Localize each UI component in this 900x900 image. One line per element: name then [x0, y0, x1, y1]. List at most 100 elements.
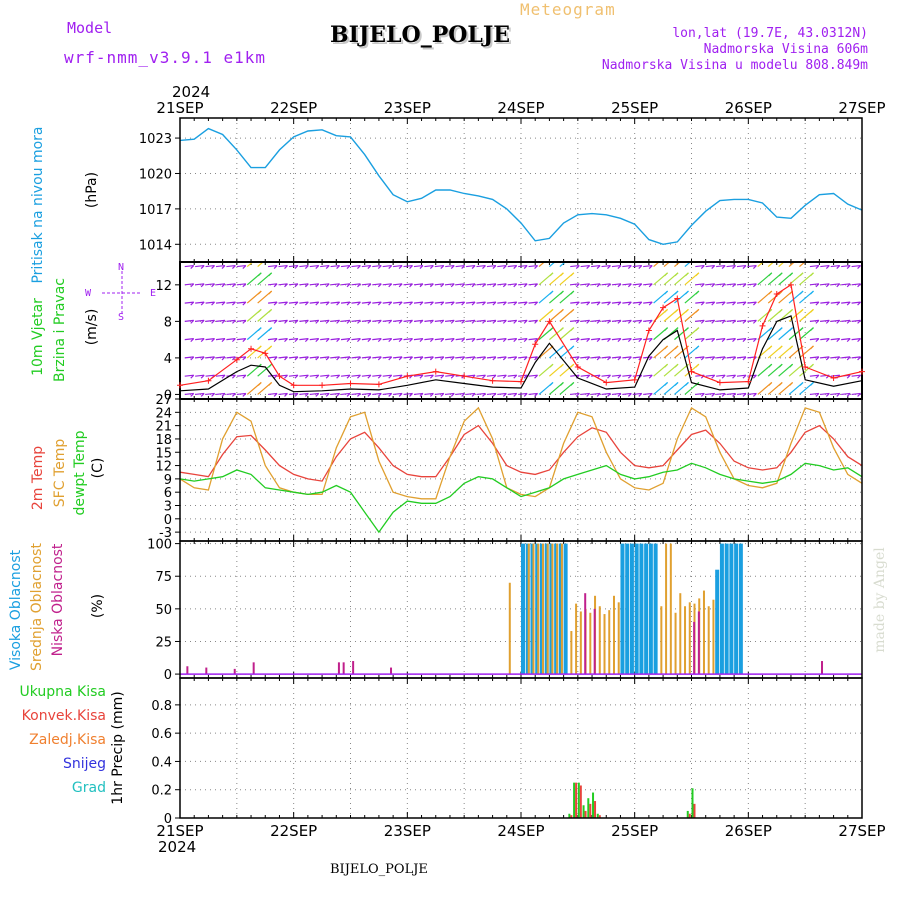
wind-barb: [278, 338, 288, 341]
gust-marker: [716, 379, 723, 386]
wind-barb: [841, 264, 851, 268]
wind-barb-head: [742, 283, 747, 288]
wind-barb-head: [523, 393, 528, 397]
wind-barb-head: [607, 338, 611, 343]
wind-barb-head: [429, 265, 434, 269]
wind-barb-head: [190, 319, 195, 324]
wind-barb-head: [471, 319, 476, 324]
legend-item: Snijeg: [62, 756, 106, 772]
wind-barb-head: [190, 374, 195, 379]
panel-1: 0 4 8 12: [155, 262, 863, 403]
wind-barb: [403, 392, 413, 396]
wind-barb-head: [450, 319, 455, 324]
wind-barb-head: [294, 374, 299, 379]
wind-barb: [726, 264, 736, 268]
wind-barb: [528, 392, 538, 396]
wind-barb-head: [315, 301, 320, 306]
wind-barb-head: [450, 301, 455, 306]
gust-marker: [518, 378, 524, 385]
gust-marker: [375, 381, 382, 388]
wind-barb: [424, 356, 434, 359]
wind-barb-head: [429, 338, 434, 343]
wind-barb: [632, 283, 642, 286]
wind-barb-head: [513, 374, 518, 379]
wind-barb: [288, 301, 298, 304]
wind-barb: [736, 392, 747, 396]
wind-barb-head: [357, 374, 361, 379]
wind-barb-head: [721, 319, 726, 324]
wind-barb-head: [648, 319, 653, 324]
wind-barb-head: [721, 338, 726, 343]
precip-bar: [587, 798, 590, 818]
wind-barb: [622, 392, 632, 396]
wind-barb-head: [700, 338, 705, 343]
wind-barb-head: [231, 374, 236, 379]
wind-barb-head: [221, 356, 226, 361]
cloud-bar: [634, 543, 639, 675]
gust-marker: [802, 364, 809, 371]
wind-barb-head: [732, 356, 736, 361]
wind-barb-head: [346, 301, 351, 306]
wind-barb-head: [596, 356, 601, 361]
wind-barb: [622, 283, 632, 286]
temp-unit: (C): [90, 457, 106, 479]
wind-barb-head: [492, 356, 497, 361]
wind-barb: [580, 338, 590, 341]
wind-barb: [215, 338, 226, 341]
wind-barb-head: [221, 319, 226, 324]
wind-barb-head: [502, 319, 507, 324]
year-top: 2024: [172, 83, 211, 101]
wind-barb: [382, 356, 392, 359]
wind-barb-head: [695, 345, 700, 350]
model-label: Model: [67, 19, 113, 37]
wind-barb: [268, 301, 278, 304]
wind-barb: [372, 264, 382, 268]
wind-barb: [330, 283, 340, 286]
cloud-bar: [674, 612, 677, 675]
wind-barb: [695, 301, 705, 304]
wind-barb: [288, 338, 298, 341]
wind-barb: [226, 301, 236, 304]
wind-barb-head: [200, 265, 205, 269]
wind-barb-head: [450, 265, 455, 269]
wind-barb: [726, 356, 736, 359]
wind-barb: [497, 319, 507, 322]
wind-barb-head: [648, 374, 653, 379]
wind-barb: [299, 301, 309, 304]
wind-barb-head: [190, 283, 195, 288]
wind-barb: [611, 301, 621, 304]
wind-barb: [413, 356, 424, 359]
wind-barb: [632, 301, 642, 304]
wind-barb: [205, 319, 215, 322]
wind-barb-head: [685, 272, 689, 277]
wind-barb: [809, 264, 819, 268]
wind-barb: [851, 356, 861, 359]
wind-barb-head: [502, 374, 507, 379]
wind-barb: [528, 264, 538, 268]
wind-barb-head: [200, 283, 205, 288]
wind-barb: [340, 356, 351, 359]
y-tick-label: 0: [164, 668, 172, 683]
wind-barb-head: [664, 382, 669, 386]
wind-barb-head: [336, 319, 341, 324]
legend-item: Grad: [71, 780, 106, 796]
wind-barb: [663, 262, 671, 268]
wind-barb: [476, 264, 486, 268]
wind-barb-head: [492, 338, 497, 343]
wind-barb: [205, 283, 215, 286]
wind-barb: [413, 301, 424, 304]
wind-barb: [820, 301, 830, 304]
wind-barb-head: [200, 393, 205, 397]
wind-barb: [611, 356, 621, 359]
wind-barb: [601, 283, 611, 286]
wind-barb-head: [752, 301, 757, 306]
wind-barb-head: [586, 374, 591, 379]
cloud-bar: [352, 661, 355, 675]
wind-barb-head: [815, 356, 820, 361]
wind-barb: [226, 319, 236, 322]
wind-barb-head: [570, 290, 575, 295]
wind-barb: [382, 374, 392, 377]
wind-barb-head: [257, 382, 262, 386]
wind-barb-head: [575, 283, 580, 288]
wind-barb-head: [732, 319, 736, 324]
